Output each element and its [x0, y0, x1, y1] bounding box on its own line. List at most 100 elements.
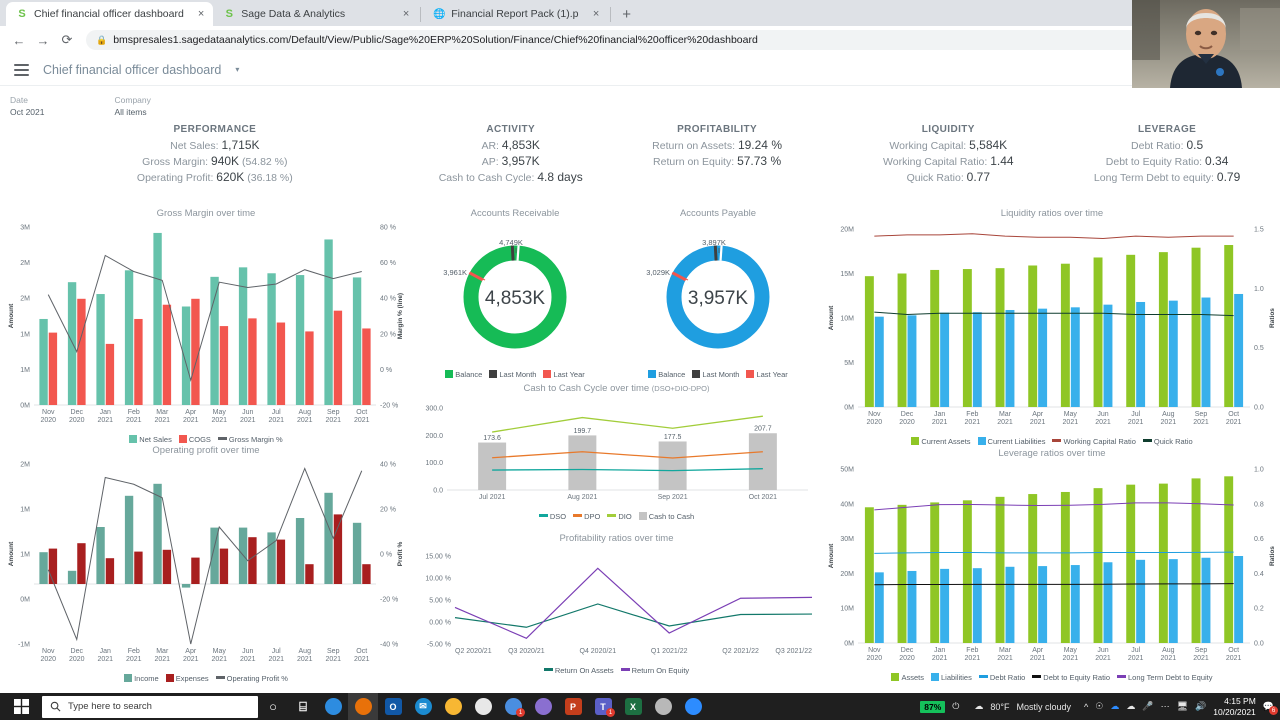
- bar[interactable]: [1103, 304, 1113, 407]
- edge-icon[interactable]: [318, 693, 348, 720]
- line-series[interactable]: [874, 311, 1234, 317]
- webcam-tray-icon[interactable]: ☉: [1095, 701, 1104, 711]
- legend-item[interactable]: Expenses: [165, 674, 209, 683]
- onedrive-icon[interactable]: ☁: [1110, 701, 1120, 711]
- search-input[interactable]: Type here to search: [42, 695, 258, 718]
- bar[interactable]: [96, 527, 105, 584]
- bar[interactable]: [1028, 494, 1038, 643]
- legend-item[interactable]: DSO: [538, 512, 566, 521]
- bar[interactable]: [162, 549, 172, 584]
- legend-item[interactable]: COGS: [178, 435, 211, 444]
- bar[interactable]: [219, 326, 229, 405]
- bar[interactable]: [267, 532, 276, 584]
- bar[interactable]: [276, 322, 286, 405]
- line-series[interactable]: [454, 603, 813, 628]
- bar[interactable]: [333, 310, 343, 405]
- bar[interactable]: [962, 500, 972, 643]
- bar[interactable]: [1234, 556, 1244, 643]
- bar[interactable]: [362, 564, 371, 584]
- bar[interactable]: [864, 276, 874, 407]
- bar[interactable]: [1005, 309, 1015, 407]
- line-series[interactable]: [492, 451, 763, 459]
- webcam-video-overlay[interactable]: [1132, 0, 1280, 88]
- hamburger-menu-icon[interactable]: [14, 63, 29, 76]
- bar[interactable]: [1224, 245, 1234, 407]
- powerpoint-icon[interactable]: P: [558, 693, 588, 720]
- filter-company[interactable]: Company All items: [115, 94, 151, 124]
- bar[interactable]: [1070, 307, 1080, 407]
- bar[interactable]: [658, 441, 687, 490]
- bar[interactable]: [352, 277, 362, 405]
- legend-item[interactable]: Return On Equity: [620, 666, 689, 675]
- mail-icon[interactable]: ✉: [408, 693, 438, 720]
- legend-item[interactable]: Quick Ratio: [1142, 437, 1193, 446]
- bar[interactable]: [333, 514, 343, 584]
- bar[interactable]: [67, 570, 77, 584]
- bar[interactable]: [96, 294, 105, 405]
- bar[interactable]: [153, 232, 162, 405]
- legend-item[interactable]: Balance: [648, 370, 685, 379]
- bar[interactable]: [105, 558, 115, 584]
- chrome-icon[interactable]: [348, 693, 378, 720]
- chart-accounts-payable[interactable]: Accounts Payable 3,897K 3,029K 3,957K Bala…: [618, 208, 818, 379]
- bar[interactable]: [77, 298, 86, 405]
- zoom-icon[interactable]: [678, 693, 708, 720]
- bar[interactable]: [324, 492, 333, 584]
- bar[interactable]: [39, 552, 48, 584]
- legend-item[interactable]: Working Capital Ratio: [1052, 437, 1136, 446]
- bar[interactable]: [191, 298, 200, 405]
- onenote-icon[interactable]: [528, 693, 558, 720]
- bar[interactable]: [1060, 491, 1070, 643]
- legend-item[interactable]: Net Sales: [129, 435, 172, 444]
- start-icon[interactable]: [0, 693, 42, 720]
- file-explorer-icon[interactable]: [438, 693, 468, 720]
- legend-item[interactable]: Debt Ratio: [978, 673, 1025, 682]
- bar[interactable]: [1093, 488, 1103, 643]
- bar[interactable]: [305, 331, 314, 405]
- bar[interactable]: [907, 570, 917, 643]
- bar[interactable]: [864, 507, 874, 643]
- legend-item[interactable]: Cash to Cash: [638, 512, 694, 521]
- bar[interactable]: [238, 267, 248, 405]
- bar[interactable]: [77, 543, 86, 584]
- bar[interactable]: [248, 318, 257, 405]
- bar[interactable]: [962, 269, 972, 407]
- cortana-icon[interactable]: ○: [258, 693, 288, 720]
- legend-item[interactable]: Current Assets: [911, 437, 971, 446]
- bar[interactable]: [930, 502, 940, 643]
- bar[interactable]: [181, 306, 191, 405]
- bar[interactable]: [124, 270, 134, 405]
- chart-operating-profit[interactable]: Operating profit over time 2M 1M 1M 0M -1M 40…: [6, 445, 406, 683]
- teams-chat-icon[interactable]: 1: [498, 693, 528, 720]
- legend-item[interactable]: Last Month: [692, 370, 739, 379]
- bar[interactable]: [478, 442, 507, 490]
- filter-date[interactable]: Date Oct 2021: [10, 94, 45, 124]
- legend-item[interactable]: Gross Margin %: [217, 435, 283, 444]
- bar[interactable]: [267, 273, 276, 405]
- bar[interactable]: [134, 318, 143, 405]
- chart-profitability-ratios[interactable]: Profitability ratios over time 15.00 % 10…: [415, 533, 818, 675]
- bar[interactable]: [748, 433, 777, 490]
- chevron-up-icon[interactable]: ^: [1084, 701, 1089, 712]
- bar[interactable]: [1168, 300, 1178, 407]
- notification-center-icon[interactable]: 💬 6: [1263, 701, 1278, 715]
- line-series[interactable]: [874, 583, 1234, 586]
- bar[interactable]: [907, 315, 917, 407]
- bar[interactable]: [153, 483, 162, 584]
- donut-ring[interactable]: [666, 245, 770, 349]
- back-icon[interactable]: ←: [12, 32, 26, 48]
- bar[interactable]: [1136, 301, 1146, 407]
- bar[interactable]: [210, 527, 219, 584]
- line-series[interactable]: [492, 468, 763, 472]
- bar[interactable]: [1158, 483, 1168, 643]
- bar[interactable]: [1201, 557, 1211, 643]
- legend-item[interactable]: Last Year: [543, 370, 585, 379]
- bar[interactable]: [940, 312, 950, 407]
- bar[interactable]: [1234, 293, 1244, 407]
- line-series[interactable]: [454, 567, 813, 639]
- bar[interactable]: [995, 268, 1005, 407]
- bar[interactable]: [305, 564, 314, 584]
- donut-ring[interactable]: [463, 245, 567, 349]
- legend-item[interactable]: Assets: [891, 673, 924, 682]
- bar[interactable]: [210, 276, 219, 405]
